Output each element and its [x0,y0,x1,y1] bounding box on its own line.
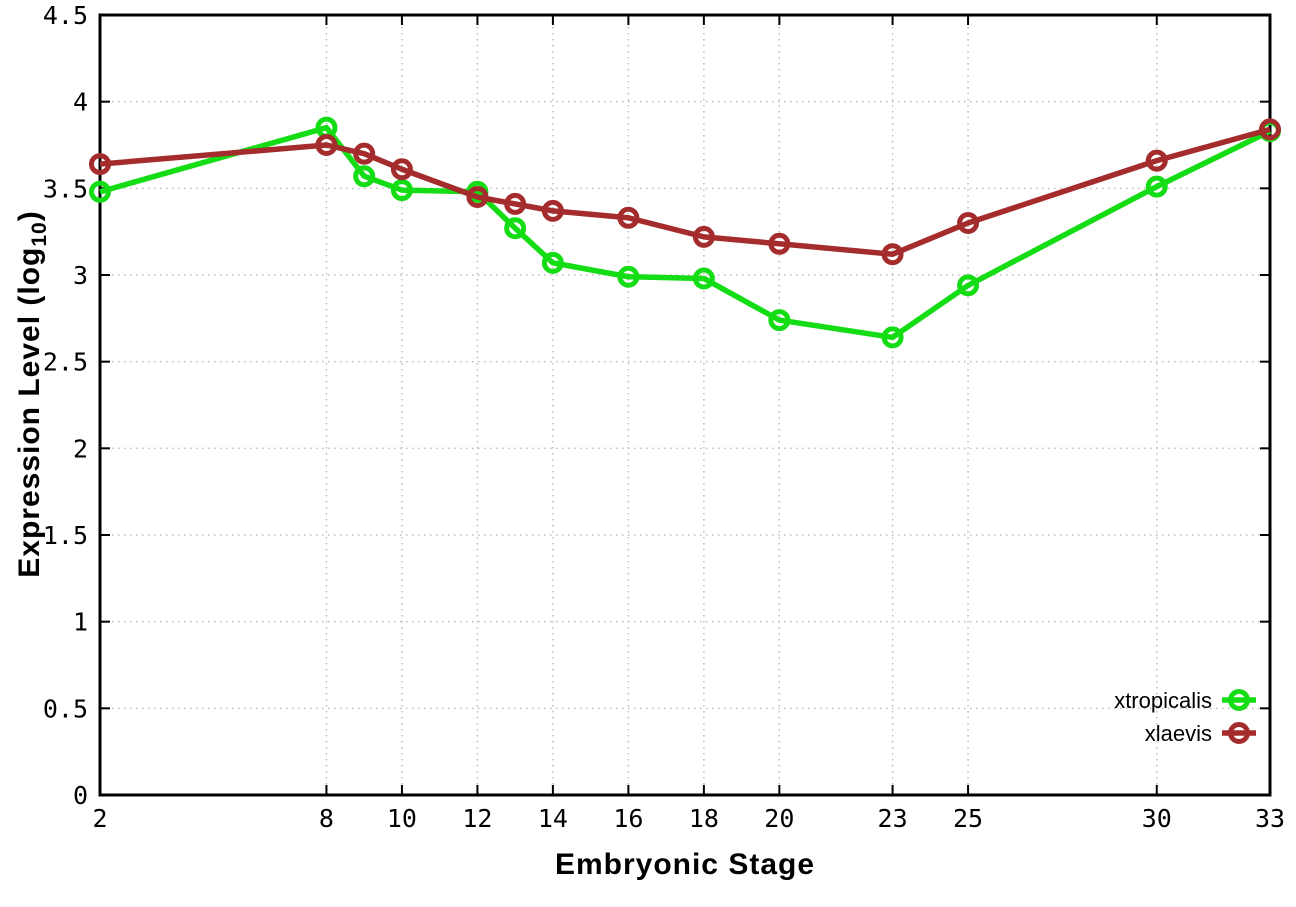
y-tick-labels: 0 0.5 1 1.5 2 2.5 3 3.5 4 4.5 [43,1,88,810]
x-axis-title: Embryonic Stage [554,848,816,881]
data-point-marker [504,192,527,215]
y-tick-label: 3 [73,261,88,290]
data-point-marker [89,180,111,203]
legend-entry-xtropicalis: xtropicalis [1114,688,1256,713]
tick-marks [99,14,1271,796]
series-xlaevis [89,118,1281,266]
x-tick-label: 20 [764,804,794,833]
data-point-marker [768,232,791,255]
x-tick-label: 8 [319,804,334,833]
series-xtropicalis [89,116,1281,349]
data-point-marker [89,153,111,176]
legend-label-xtropicalis: xtropicalis [1114,688,1212,713]
y-tick-label: 1.5 [43,521,88,550]
y-tick-label: 4 [73,88,88,117]
x-tick-label: 30 [1142,804,1172,833]
data-point-marker [692,225,715,248]
data-point-marker [957,274,980,297]
series-line-xlaevis [99,126,1271,257]
x-tick-labels: 2 8 10 12 14 16 18 20 23 25 30 33 [92,804,1285,833]
y-tick-label: 3.5 [43,174,88,203]
data-point-marker [692,267,715,290]
y-tick-label: 2 [73,434,88,463]
x-tick-label: 33 [1255,804,1285,833]
data-point-marker [390,179,413,202]
data-point-marker [353,165,376,188]
y-tick-label: 0 [73,781,88,810]
x-tick-label: 10 [387,804,417,833]
data-point-marker [617,265,640,288]
x-tick-label: 2 [92,804,107,833]
y-axis-title-subscript: 10 [28,221,51,247]
x-tick-label: 14 [538,804,568,833]
data-point-marker [1259,118,1281,141]
data-point-marker [617,206,640,229]
legend-marker-sample [1228,689,1250,711]
data-point-marker [1145,149,1168,172]
y-axis-title-suffix: ) [13,210,46,222]
y-tick-label: 4.5 [43,1,88,30]
data-point-marker [315,134,338,156]
data-point-marker [541,251,564,274]
data-point-marker [768,309,791,332]
x-tick-label: 18 [689,804,719,833]
data-point-marker [466,186,489,208]
data-point-marker [353,142,376,165]
data-point-marker [541,199,564,222]
y-tick-label: 1 [73,608,88,637]
legend-entry-xlaevis: xlaevis [1145,721,1256,746]
gridlines [100,15,1270,795]
data-point-marker [504,217,527,240]
data-point-marker [1145,175,1168,198]
data-point-marker [881,326,904,349]
legend-label-xlaevis: xlaevis [1145,721,1212,746]
y-tick-label: 2.5 [43,348,88,377]
x-tick-label: 23 [878,804,908,833]
x-tick-label: 12 [462,804,492,833]
data-point-marker [957,212,980,234]
legend-marker-sample [1228,722,1250,744]
y-axis-title-text: Expression Level (log [13,246,46,578]
plot-border [98,13,1272,797]
data-point-marker [390,158,413,181]
y-axis-title: Expression Level (log10) [13,210,51,578]
data-point-marker [881,243,904,266]
x-tick-label: 25 [953,804,983,833]
y-tick-label: 0.5 [43,694,88,723]
x-tick-label: 16 [613,804,643,833]
legend: xtropicalis xlaevis [1114,688,1256,746]
